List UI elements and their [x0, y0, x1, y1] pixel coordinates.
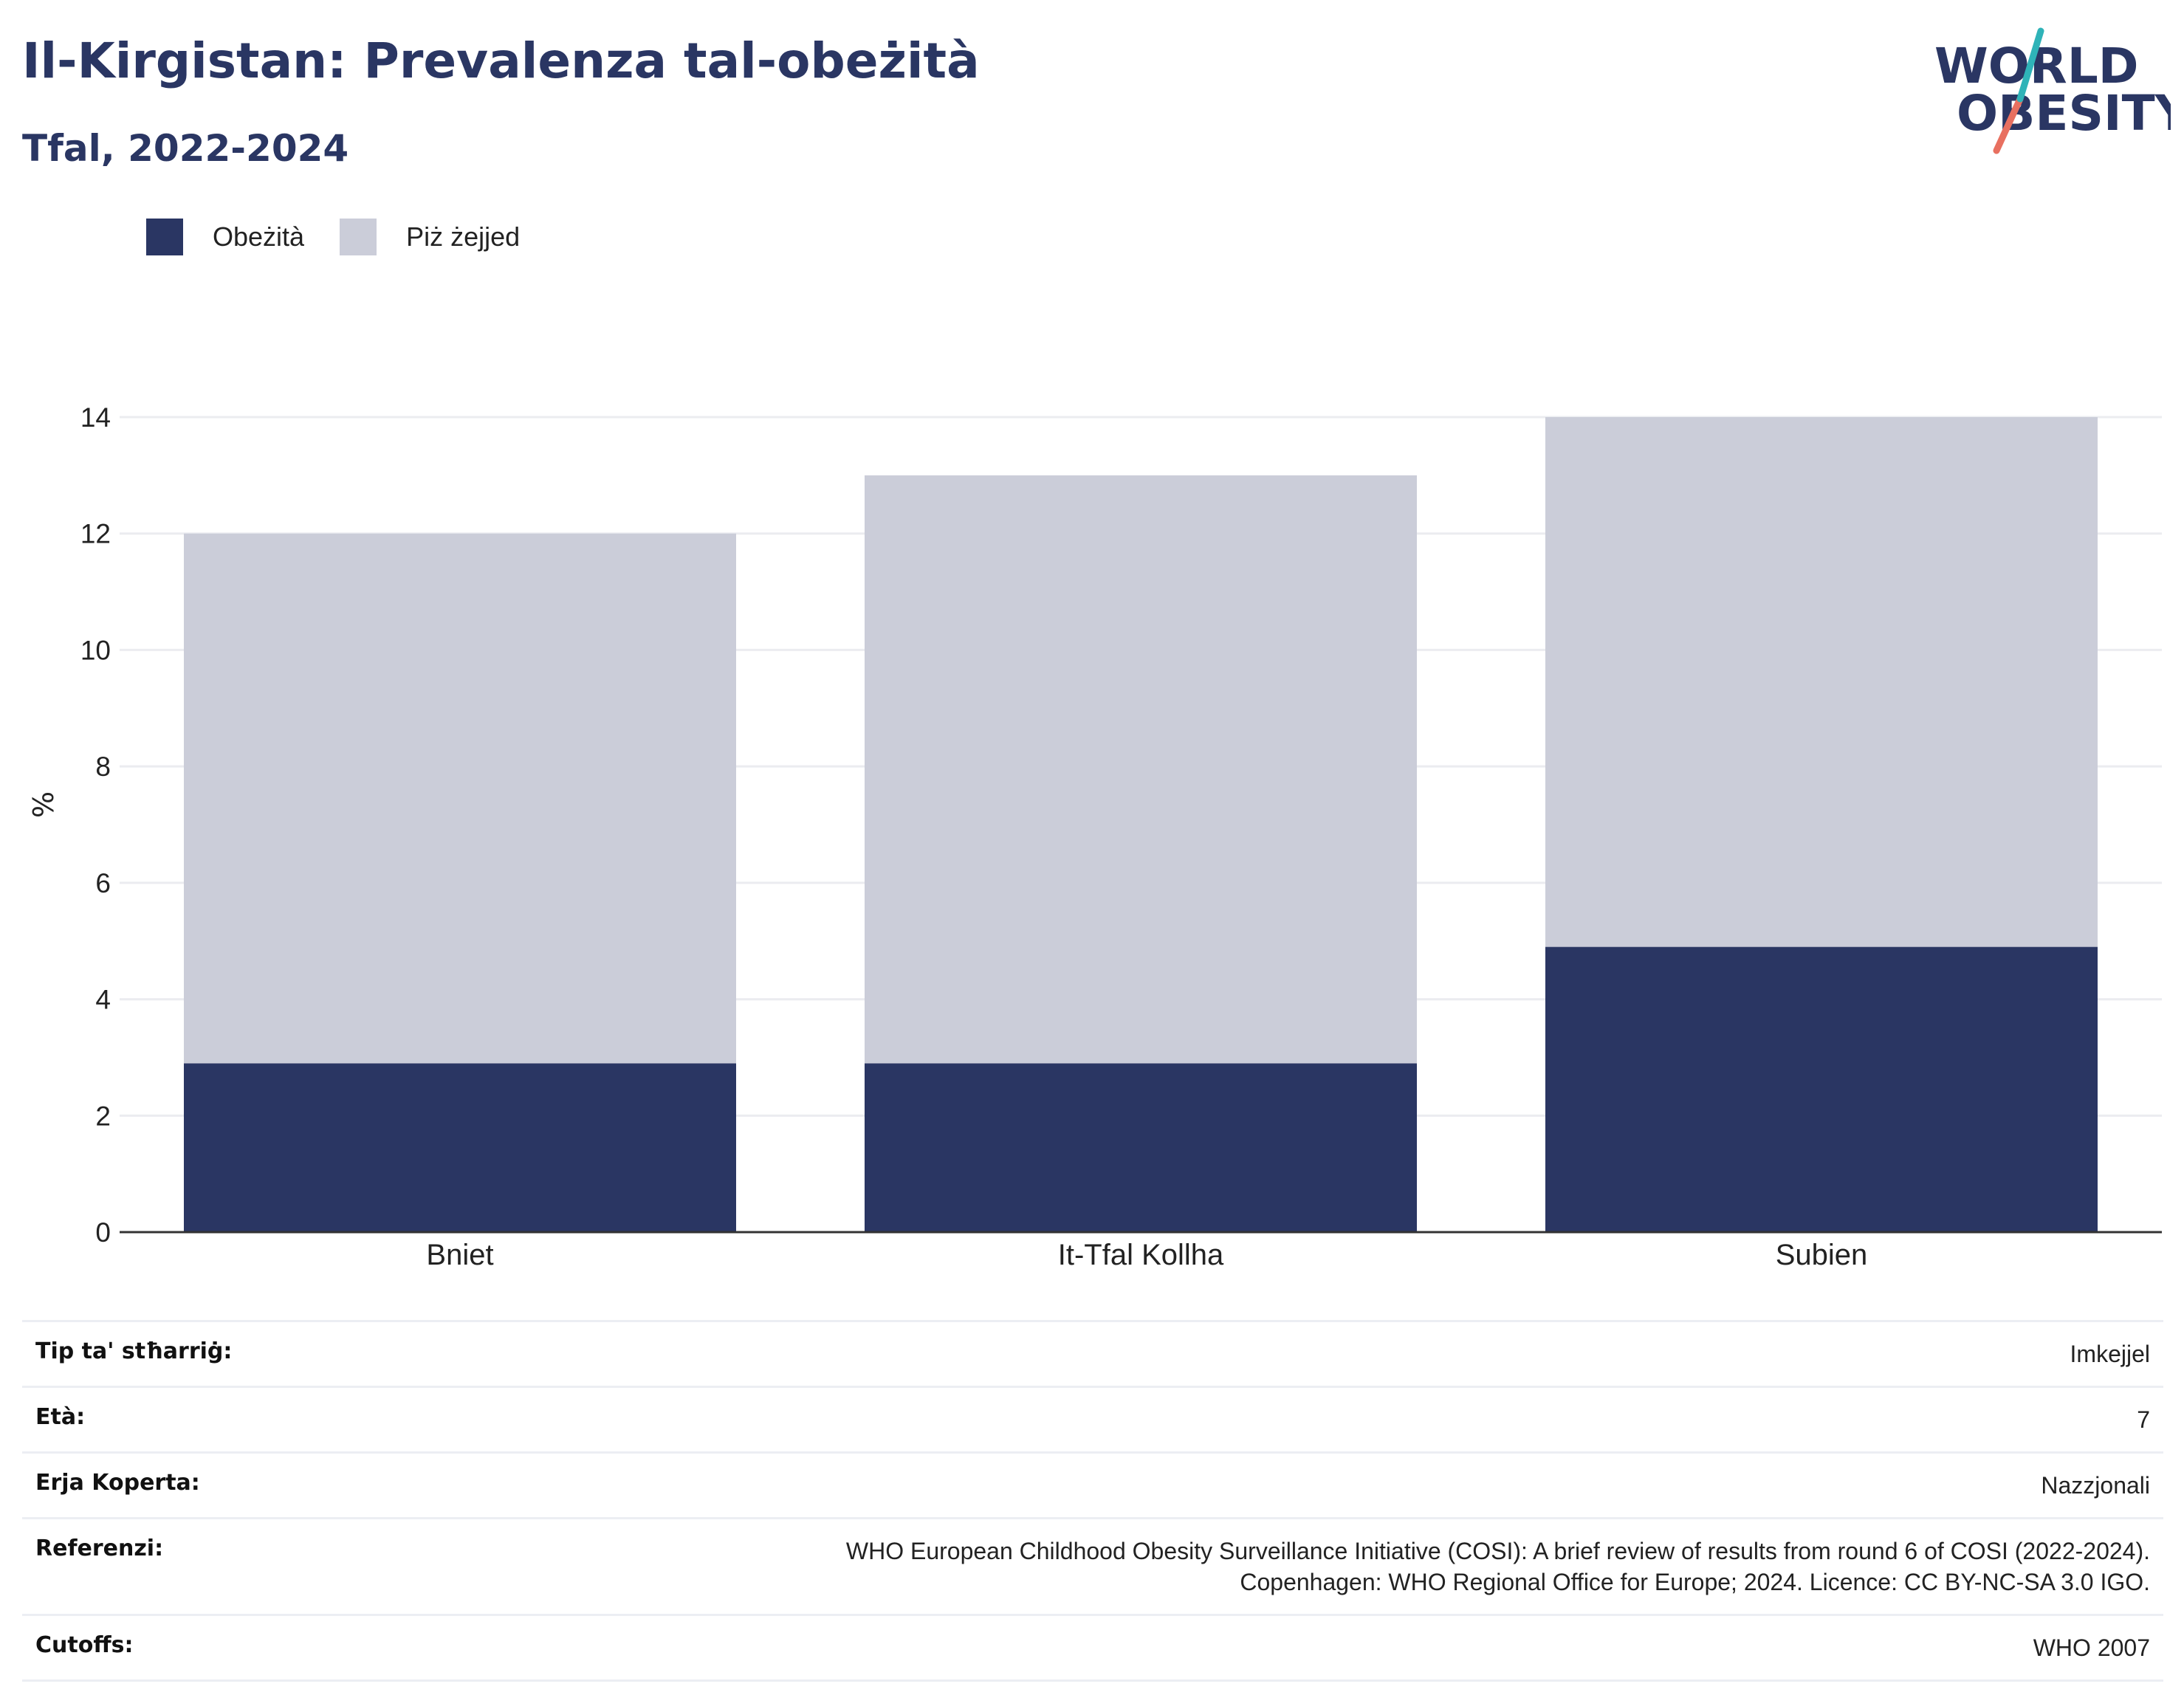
legend-swatch-overweight [340, 219, 377, 255]
info-row: Tip ta' stħarriġ: Imkejjel [22, 1322, 2163, 1388]
y-tick-label: 8 [95, 752, 111, 782]
info-label: Erja Koperta: [35, 1470, 200, 1496]
legend-item-overweight: Piż żejjed [340, 219, 520, 255]
chart-legend: Obeżità Piż żejjed [146, 219, 555, 255]
chart-subtitle: Tfal, 2022-2024 [22, 127, 349, 170]
x-tick-label: Subien [1776, 1239, 1868, 1271]
y-tick-label: 2 [95, 1101, 111, 1131]
info-value-line: WHO European Childhood Obesity Surveilla… [845, 1538, 2150, 1564]
info-value: WHO 2007 [2033, 1632, 2150, 1663]
bar-obesity [1545, 946, 2098, 1232]
info-value-line: Copenhagen: WHO Regional Office for Euro… [1240, 1569, 2150, 1595]
bar-obesity [184, 1063, 736, 1232]
info-label: Cutoffs: [35, 1632, 134, 1658]
y-tick-label: 12 [80, 519, 111, 549]
info-value: Imkejjel [2070, 1338, 2150, 1369]
chart-title: Il-Kirgistan: Prevalenza tal-obeżità [22, 32, 980, 89]
info-label: Referenzi: [35, 1536, 164, 1561]
info-label: Tip ta' stħarriġ: [35, 1338, 233, 1364]
bar-overweight [1545, 417, 2098, 947]
x-tick-label: It-Tfal Kollha [1058, 1239, 1224, 1271]
info-table: Tip ta' stħarriġ: Imkejjel Età: 7 Erja Koper… [22, 1320, 2163, 1682]
legend-label-obesity: Obeżità [213, 221, 305, 252]
bar-overweight [184, 533, 736, 1064]
info-value-line: Nazzjonali [2041, 1472, 2150, 1499]
legend-item-obesity: Obeżità [146, 219, 304, 255]
world-obesity-logo: WORLD OBESITY [1934, 27, 2171, 154]
legend-swatch-obesity [146, 219, 183, 255]
y-axis-ticks: 0 2 4 6 8 10 12 14 [80, 402, 111, 1248]
x-axis-ticks: Bniet It-Tfal Kollha Subien [426, 1239, 1867, 1271]
y-axis-label: % [27, 791, 60, 818]
info-row: Referenzi: WHO European Childhood Obesity… [22, 1519, 2163, 1616]
info-value-line: Imkejjel [2070, 1341, 2150, 1367]
y-tick-label: 6 [95, 868, 111, 898]
x-tick-label: Bniet [426, 1239, 493, 1271]
logo-line-2: OBESITY [1957, 85, 2171, 142]
y-tick-label: 0 [95, 1217, 111, 1248]
y-tick-label: 4 [95, 985, 111, 1015]
chart-bars [184, 417, 2098, 1232]
bar-overweight [865, 475, 1417, 1064]
info-value-line: 7 [2137, 1406, 2150, 1433]
info-value-line: WHO 2007 [2033, 1634, 2150, 1661]
bar-chart: 0 2 4 6 8 10 12 14 Bniet It-Tfal Kollha Subien % [27, 402, 2162, 1271]
y-tick-label: 14 [80, 402, 111, 433]
info-value: Nazzjonali [2041, 1470, 2150, 1501]
info-label: Età: [35, 1404, 86, 1430]
info-value: 7 [2137, 1404, 2150, 1435]
y-tick-label: 10 [80, 635, 111, 665]
info-row: Cutoffs: WHO 2007 [22, 1616, 2163, 1682]
info-value: WHO European Childhood Obesity Surveilla… [846, 1536, 2150, 1598]
info-row: Erja Koperta: Nazzjonali [22, 1454, 2163, 1519]
legend-label-overweight: Piż żejjed [406, 221, 521, 252]
info-row: Età: 7 [22, 1388, 2163, 1454]
bar-obesity [865, 1063, 1417, 1232]
